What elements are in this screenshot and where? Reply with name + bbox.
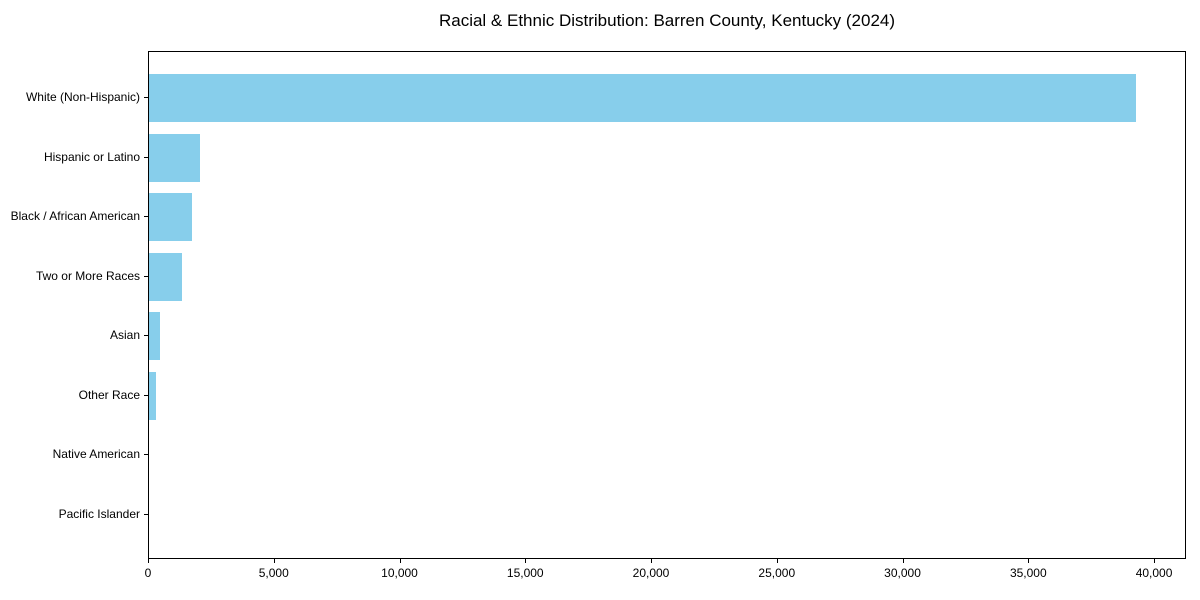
y-tick-label: Two or More Races — [35, 268, 140, 283]
y-tick-label: Asian — [109, 328, 140, 343]
x-tick-label: 25,000 — [758, 566, 796, 580]
y-tick-label: Pacific Islander — [58, 506, 140, 521]
x-tick-mark — [525, 559, 527, 563]
x-tick-label: 10,000 — [381, 566, 418, 580]
y-tick-label: Other Race — [78, 387, 140, 402]
bar-2 — [149, 133, 200, 182]
x-tick-label: 15,000 — [506, 566, 544, 580]
x-tick-mark — [651, 559, 653, 563]
x-tick-label: 30,000 — [884, 566, 921, 580]
x-tick-label: 40,000 — [1135, 566, 1173, 580]
y-tick-mark — [144, 513, 148, 515]
x-tick-mark — [148, 559, 149, 563]
y-tick-mark — [144, 275, 148, 277]
bar-3 — [149, 193, 192, 242]
bar-6 — [149, 371, 156, 420]
y-tick-mark — [144, 454, 148, 456]
y-tick-mark — [144, 97, 148, 98]
y-tick-mark — [144, 216, 148, 218]
y-tick-mark — [144, 394, 148, 396]
y-tick-label: White (Non-Hispanic) — [25, 90, 140, 104]
bar-1 — [149, 74, 1136, 122]
y-tick-label: Hispanic or Latino — [43, 149, 140, 164]
chart-title: Racial & Ethnic Distribution: Barren Cou… — [438, 11, 896, 30]
x-tick-mark — [1028, 559, 1030, 563]
plot-area — [148, 51, 1186, 559]
x-tick-label: 5,000 — [258, 566, 289, 580]
x-tick-mark — [399, 559, 401, 563]
x-tick-mark — [902, 559, 904, 563]
x-tick-mark — [273, 559, 275, 563]
x-tick-label: 20,000 — [632, 566, 670, 580]
y-tick-mark — [144, 156, 148, 158]
bar-5 — [149, 312, 160, 361]
x-tick-mark — [1154, 559, 1156, 563]
y-tick-label: Native American — [52, 447, 140, 462]
x-tick-label: 35,000 — [1009, 566, 1047, 580]
x-tick-mark — [776, 559, 778, 563]
x-tick-label: 0 — [144, 566, 152, 580]
y-tick-label: Black / African American — [10, 209, 140, 224]
bar-4 — [149, 252, 182, 301]
y-tick-mark — [144, 335, 148, 337]
